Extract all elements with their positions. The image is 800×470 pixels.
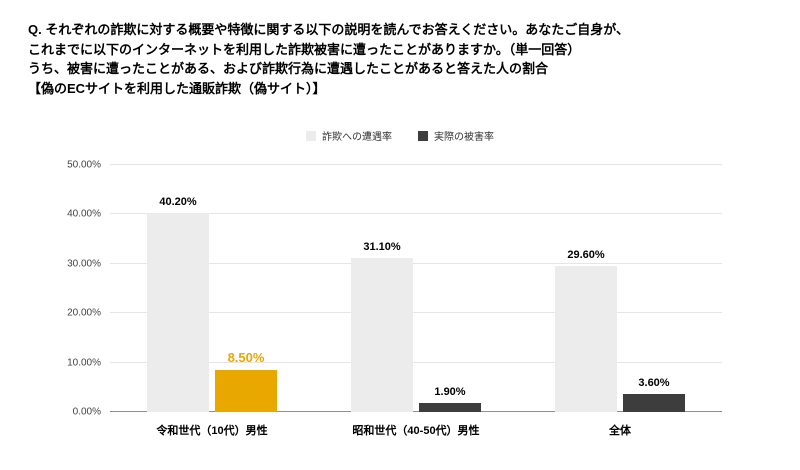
legend-item-encounter-rate: 詐欺への遭遇率	[306, 128, 392, 143]
question-title: Q. それぞれの詐欺に対する概要や特徴に関する以下の説明を読んでお答えください。…	[28, 20, 800, 98]
bar-value-label: 3.60%	[638, 377, 670, 390]
bar	[147, 213, 209, 412]
x-axis-category-label: 令和世代（10代）男性	[156, 425, 268, 437]
legend-item-victim-rate: 実際の被害率	[418, 128, 494, 143]
question-line-2: これまでに以下のインターネットを利用した詐欺被害に遭ったことがありますか。（単一…	[28, 41, 581, 57]
y-axis-tick-label: 0.00%	[72, 406, 101, 418]
gridline	[110, 262, 722, 264]
bar-column: 8.50%	[215, 165, 277, 412]
bar-chart: 0.00% 10.00% 20.00% 30.00% 40.00% 50.00% 40.20…	[0, 155, 800, 447]
question-line-1: Q. それぞれの詐欺に対する概要や特徴に関する以下の説明を読んでお答えください。…	[28, 22, 630, 37]
legend-swatch-light	[306, 130, 316, 141]
bar-group: 40.20% 8.50% 令和世代（10代）男性	[110, 165, 314, 437]
bar	[351, 258, 413, 412]
y-axis-tick-label: 20.00%	[67, 307, 101, 319]
legend-label: 詐欺への遭遇率	[322, 132, 392, 143]
bar	[419, 402, 481, 412]
chart-legend: 詐欺への遭遇率 実際の被害率	[0, 128, 800, 143]
bar-value-label: 8.50%	[227, 350, 265, 366]
bar-value-label: 29.60%	[567, 248, 605, 261]
bar-groups: 40.20% 8.50% 令和世代（10代）男性 31.10% 1.90% 昭和世代（40…	[110, 165, 722, 437]
bar-value-label: 31.10%	[363, 241, 401, 254]
bar-group: 29.60% 3.60% 全体	[518, 165, 722, 437]
bar-group: 31.10% 1.90% 昭和世代（40-50代）男性	[314, 165, 518, 437]
bar	[215, 370, 277, 412]
y-axis-tick-label: 30.00%	[67, 258, 101, 270]
gridline	[110, 213, 722, 215]
gridline	[110, 164, 722, 165]
y-axis-tick-label: 50.00%	[67, 159, 101, 171]
plot-area: 0.00% 10.00% 20.00% 30.00% 40.00% 50.00% 40.20…	[67, 160, 722, 437]
bar-column: 3.60%	[623, 165, 685, 412]
x-axis-line	[110, 411, 722, 412]
question-line-4: 【偽のECサイトを利用した通販詐欺（偽サイト）】	[28, 80, 326, 96]
y-axis-tick-label: 40.00%	[67, 208, 101, 220]
y-axis-tick-label: 10.00%	[67, 357, 101, 369]
bar-value-label: 40.20%	[159, 196, 197, 209]
question-line-3: うち、被害に遭ったことがある、および詐欺行為に遭遇したことがあると答えた人の割合	[28, 61, 549, 76]
bar-column: 40.20%	[147, 165, 209, 412]
legend-swatch-dark	[418, 130, 428, 141]
legend-label: 実際の被害率	[434, 132, 494, 143]
x-axis-category-label: 昭和世代（40-50代）男性	[352, 425, 480, 437]
bar-column: 31.10%	[351, 165, 413, 412]
bar-column: 1.90%	[419, 165, 481, 412]
bar	[623, 394, 685, 412]
bar-value-label: 1.90%	[434, 385, 466, 398]
bar-column: 29.60%	[555, 165, 617, 412]
gridline	[110, 312, 722, 314]
gridline	[110, 361, 722, 363]
x-axis-category-label: 全体	[609, 425, 631, 437]
bar	[555, 265, 617, 412]
